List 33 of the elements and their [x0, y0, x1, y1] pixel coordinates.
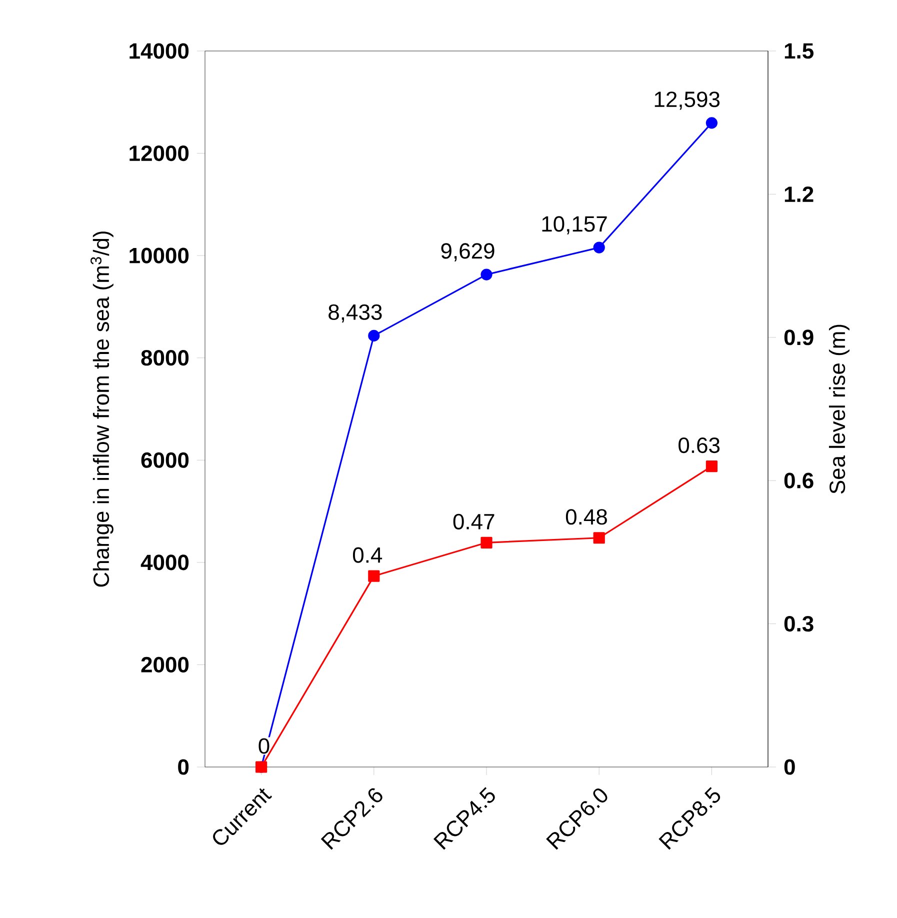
y-tick-label: 12000 [130, 145, 189, 162]
y-tick-label: 4000 [140, 554, 189, 570]
y2-tick-label: 1.2 [784, 186, 814, 202]
point [368, 570, 380, 582]
point [706, 117, 718, 129]
y2-tick-label: 0.3 [784, 616, 814, 632]
data-label: 0.63 [678, 437, 720, 454]
point [593, 242, 605, 254]
y-tick-label: 2000 [141, 656, 189, 673]
point [593, 532, 605, 544]
data-label: 0.4 [352, 547, 382, 563]
data-label: 0.47 [453, 514, 494, 530]
y2-tick-label: 0.6 [784, 472, 814, 488]
point [480, 268, 492, 280]
y-tick-label: 8000 [141, 350, 189, 366]
y2-axis-title: Sea level rise (m) [828, 324, 850, 494]
y-axis-title: Change in inflow from the sea (m$^{3}$/d) [90, 232, 114, 587]
data-label: 9,629 [441, 243, 494, 262]
point [706, 460, 718, 472]
y-tick-label: 14000 [130, 43, 189, 59]
y2-tick-label: 0.9 [784, 330, 814, 346]
data-label: 8,433 [328, 304, 382, 322]
y2-tick-label: 1.5 [784, 43, 814, 59]
data-label: 0 [258, 738, 270, 754]
point [480, 536, 492, 548]
y-tick-label: 6000 [141, 452, 189, 468]
data-label: 12,593 [654, 92, 720, 110]
data-label: 0.48 [566, 509, 607, 525]
data-label: 10,157 [542, 216, 607, 234]
y-tick-label: 10000 [130, 248, 189, 264]
y-tick-label: 0 [178, 759, 189, 775]
point [368, 330, 380, 342]
y2-tick-label: 0 [784, 759, 795, 775]
